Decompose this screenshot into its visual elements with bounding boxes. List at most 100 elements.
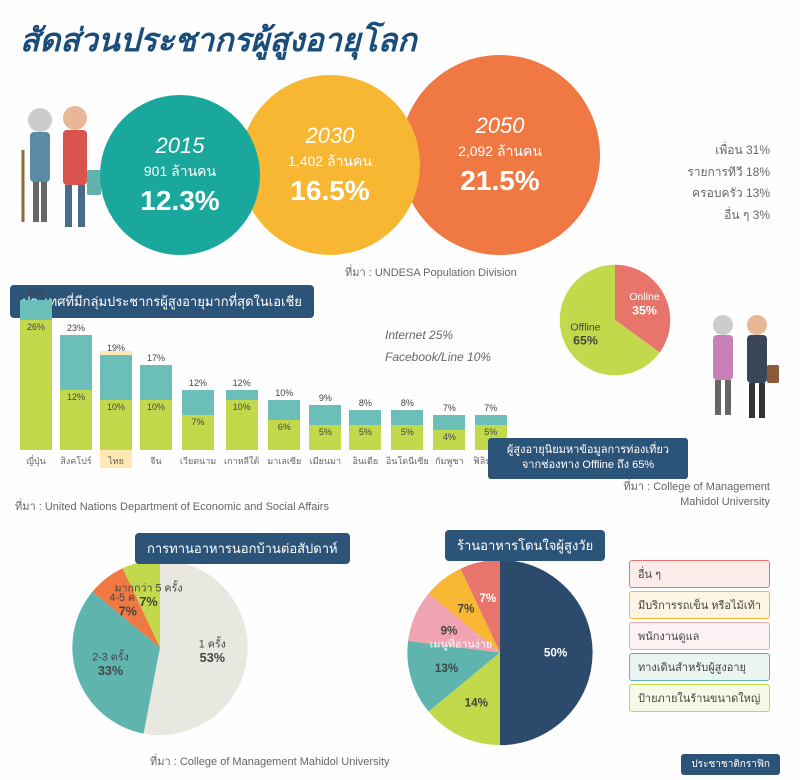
stat-line: Facebook/Line 10%	[385, 347, 491, 369]
slice-percent: 50%	[544, 646, 568, 659]
internet-stats: Internet 25%Facebook/Line 10%	[385, 325, 491, 368]
source-un: ที่มา : United Nations Department of Eco…	[15, 497, 329, 515]
bar-segment-bottom: 10%	[140, 400, 172, 450]
eating-out-banner: การทานอาหารนอกบ้านต่อสัปดาห์	[135, 533, 350, 564]
bar-segment-top: 23%	[60, 335, 92, 390]
bar-group: 26% 30% ญี่ปุ่น	[20, 300, 52, 468]
slice-percent: 7%	[139, 595, 157, 609]
bar-segment-bottom: 4%	[433, 430, 465, 450]
bar-value: 19%	[107, 343, 125, 353]
slice-percent: 35%	[632, 303, 657, 317]
bar-value: 9%	[319, 393, 332, 403]
bar-group: 10% 17% จีน	[140, 365, 172, 468]
legend-item: ทางเดินสำหรับผู้สูงอายุ	[629, 653, 770, 681]
bar-group: 5% 8% อินเดีย	[349, 410, 381, 468]
eating-frequency-pie: 1 ครั้ง53%2-3 ครั้ง33%4-5 ครั้ง7%มากกว่า…	[60, 555, 260, 745]
bar-group: 5% 8% อินโดนีเซีย	[389, 410, 425, 468]
bar-value: 30%	[27, 288, 45, 298]
bar-value: 6%	[278, 422, 291, 432]
stat-line: เพื่อน 31%	[687, 140, 770, 162]
slice-label: Offline	[570, 322, 600, 333]
bubble-percent: 12.3%	[140, 185, 219, 217]
pie3-legend: อื่น ๆมีบริการรถเข็น หรือไม้เท้าพนักงานด…	[629, 560, 770, 715]
stat-line: รายการทีวี 18%	[687, 162, 770, 184]
slice-percent: 9%	[441, 624, 459, 637]
bar-group: 5% 9% เมียนมา	[309, 405, 341, 468]
projection-bubble: 2050 2,092 ล้านคน 21.5%	[400, 55, 600, 255]
bar-group: 6% 10% มาเลเซีย	[267, 400, 301, 468]
bar-segment-top: 9%	[309, 405, 341, 425]
bar-value: 7%	[443, 403, 456, 413]
restaurant-banner: ร้านอาหารโดนใจผู้สูงวัย	[445, 530, 605, 561]
bar-value: 10%	[147, 402, 165, 412]
slice-percent: 65%	[573, 334, 598, 348]
bubble-population: 1,402 ล้านคน	[288, 151, 372, 173]
bar-segment-top: 8%	[391, 410, 423, 425]
bar-group: 10% 12% เกาหลีใต้	[224, 390, 259, 468]
bar-category-label: กัมพูชา	[435, 454, 463, 468]
slice-percent: 7%	[479, 592, 497, 605]
bar-value: 12%	[67, 392, 85, 402]
slice-percent: 7%	[119, 605, 137, 619]
bar-category-label: อินเดีย	[352, 454, 378, 468]
bar-value: 7%	[484, 403, 497, 413]
projection-bubble: 2015 901 ล้านคน 12.3%	[100, 95, 260, 255]
bar-category-label: อินโดนีเซีย	[386, 454, 429, 468]
bar-value: 12%	[233, 378, 251, 388]
bubble-percent: 21.5%	[460, 165, 539, 197]
restaurant-pref-pie: 50%14%13%9%7%7%เมนูที่อ่านง่าย	[400, 555, 600, 755]
bar-value: 8%	[401, 398, 414, 408]
slice-percent: 33%	[98, 664, 123, 678]
legend-item: มีบริการรถเข็น หรือไม้เท้า	[629, 591, 770, 619]
bar-segment-bottom: 5%	[391, 425, 423, 450]
bar-segment-top: 17%	[140, 365, 172, 400]
bar-segment-top: 7%	[433, 415, 465, 430]
slice-percent: 13%	[435, 662, 459, 675]
bar-category-label: มาเลเซีย	[267, 454, 301, 468]
bar-segment-bottom: 12%	[60, 390, 92, 450]
slice-label: Online	[629, 292, 659, 303]
bar-value: 4%	[443, 432, 456, 442]
source-mahidol-1: ที่มา : College of ManagementMahidol Uni…	[623, 480, 770, 511]
stat-line: อื่น ๆ 3%	[687, 205, 770, 227]
bubble-year: 2050	[476, 113, 525, 139]
bar-value: 10%	[233, 402, 251, 412]
bar-segment-bottom: 7%	[182, 415, 214, 450]
side-stats-list: เพื่อน 31%รายการทีวี 18%ครอบครัว 13%อื่น…	[687, 140, 770, 226]
bar-value: 10%	[275, 388, 293, 398]
legend-item: ป้ายภายในร้านขนาดใหญ่	[629, 684, 770, 712]
bar-value: 26%	[27, 322, 45, 332]
slice-label: 1 ครั้ง	[199, 636, 226, 651]
online-offline-pie: Online35% Offline65%	[555, 260, 675, 385]
asia-banner: ประเทศที่มีกลุ่มประชากรผู้สูงอายุมากที่ส…	[10, 285, 314, 318]
bar-value: 23%	[67, 323, 85, 333]
bar-value: 10%	[107, 402, 125, 412]
bar-value: 5%	[319, 427, 332, 437]
bar-value: 12%	[189, 378, 207, 388]
bar-category-label: เวียดนาม	[180, 454, 216, 468]
bar-category-label: สิงคโปร์	[60, 454, 91, 468]
slice-label: 2-3 ครั้ง	[92, 648, 129, 663]
bar-group: 12% 23% สิงคโปร์	[60, 335, 92, 468]
pie1-caption: ผู้สูงอายุนิยมหาข้อมูลการท่องเที่ยวจากช่…	[488, 438, 688, 479]
legend-item: อื่น ๆ	[629, 560, 770, 588]
bar-segment-bottom: 10%	[226, 400, 258, 450]
bar-segment-bottom: 5%	[349, 425, 381, 450]
bar-value: 5%	[359, 427, 372, 437]
bar-segment-bottom: 5%	[309, 425, 341, 450]
bar-category-label: จีน	[150, 454, 161, 468]
slice-percent: 53%	[200, 651, 225, 665]
bar-group: 7% 12% เวียดนาม	[180, 390, 216, 468]
projection-bubble: 2030 1,402 ล้านคน 16.5%	[240, 75, 420, 255]
bar-segment-top: 12%	[226, 390, 258, 400]
bar-segment-bottom: 26%	[20, 320, 52, 450]
bar-segment-top: 12%	[182, 390, 214, 415]
bubble-percent: 16.5%	[290, 175, 369, 207]
bar-value: 17%	[147, 353, 165, 363]
source-mahidol-2: ที่มา : College of Management Mahidol Un…	[150, 752, 390, 770]
footer-credit: ประชาชาติกราฟิก	[681, 754, 780, 775]
stat-line: ครอบครัว 13%	[687, 183, 770, 205]
bubble-year: 2015	[156, 133, 205, 159]
bar-category-label: เมียนมา	[310, 454, 341, 468]
bar-value: 7%	[191, 417, 204, 427]
